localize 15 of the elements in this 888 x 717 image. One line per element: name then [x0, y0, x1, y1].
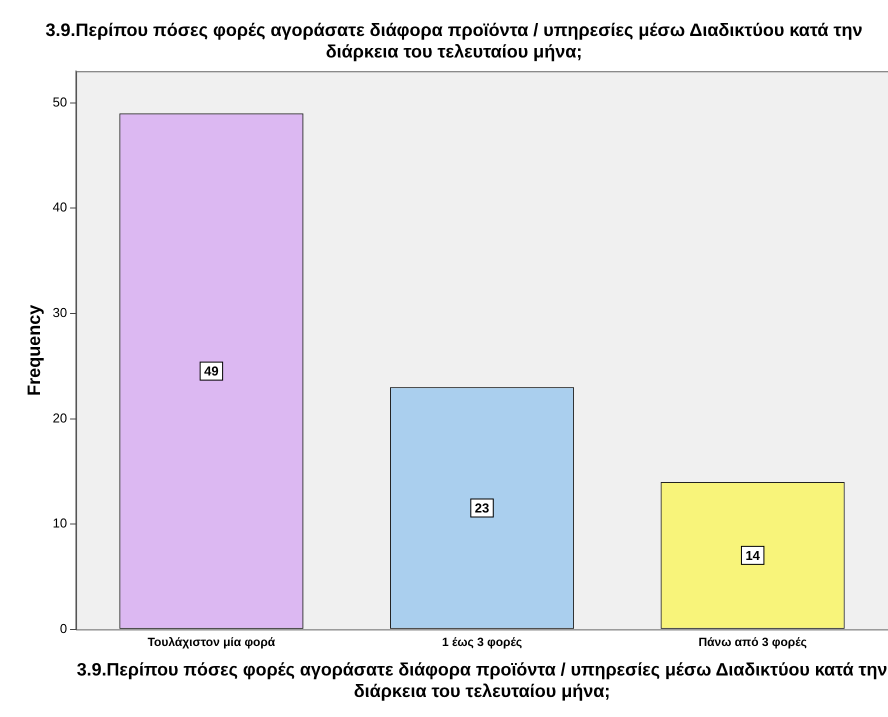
- data-label: 14: [745, 548, 761, 564]
- y-tick-label: 30: [52, 305, 68, 320]
- y-tick-label: 40: [52, 200, 68, 215]
- x-tick-label: Τουλάχιστον μία φορά: [148, 634, 276, 649]
- y-tick-label: 50: [52, 94, 68, 110]
- data-label: 23: [474, 500, 490, 516]
- y-tick-label: 0: [60, 620, 68, 636]
- y-axis-title: Frequency: [24, 304, 44, 396]
- x-tick-label: Πάνω από 3 φορές: [698, 634, 807, 649]
- x-tick-label: 1 έως 3 φορές: [442, 634, 522, 649]
- chart-title: 3.9.Περίπου πόσες φορές αγοράσατε διάφορα προϊόντα / υπηρεσίες μέσω Διαδικτύου κατά την διάρκεια του τελευταίου μήνα;: [46, 20, 862, 62]
- y-tick-label: 10: [52, 516, 68, 531]
- data-label: 49: [204, 364, 219, 379]
- y-tick-label: 20: [52, 410, 68, 426]
- x-axis-title: 3.9.Περίπου πόσες φορές αγοράσατε διάφορα προϊόντα / υπηρεσίες μέσω Διαδικτύου κατά την διάρκεια του τελευταίου μήνα;: [76, 660, 888, 702]
